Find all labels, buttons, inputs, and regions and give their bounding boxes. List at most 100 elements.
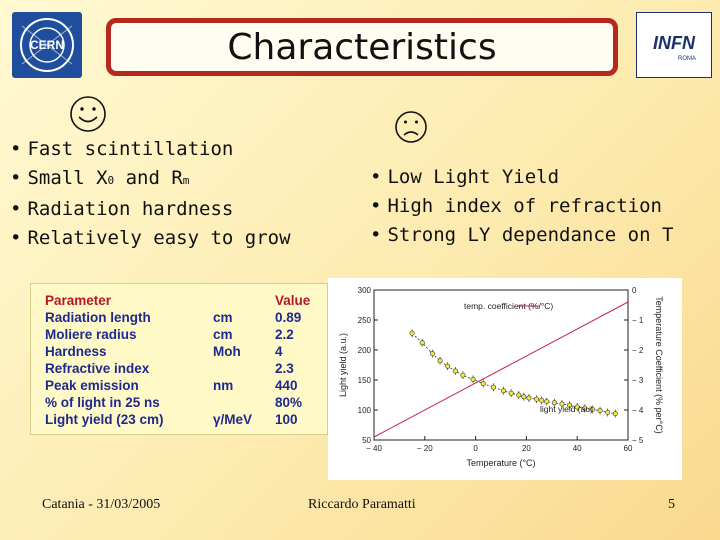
plot-frame <box>373 289 629 441</box>
pros-item: • Radiation hardness <box>10 198 234 220</box>
table-header <box>213 292 275 309</box>
x-tick-label: 0 <box>473 444 478 453</box>
y-axis-label-left: Light yield (a.u.) <box>338 333 348 397</box>
slide-title: Characteristics <box>227 26 497 68</box>
parameter-table-panel: Parameter Value Radiation length cm 0.89 M… <box>30 283 328 435</box>
light-yield-point <box>490 384 496 390</box>
light-yield-point <box>419 340 425 346</box>
light-yield-point <box>589 406 595 412</box>
light-yield-point <box>544 399 550 405</box>
y-right-tick-label: 0 <box>632 286 637 295</box>
light-yield-point <box>437 358 443 364</box>
footer-date: Catania - 31/03/2005 <box>42 497 161 512</box>
table-cell: nm <box>213 378 234 393</box>
light-yield-point <box>612 411 618 417</box>
cern-logo-text: CERN <box>30 38 64 52</box>
y-axis-label-right: Temperature Coefficient (% per°C) <box>654 296 664 434</box>
table-cell: 4 <box>275 344 283 359</box>
annotation-temp-coefficient: temp. coefficient (%/°C) <box>464 301 553 311</box>
y-right-tick-label: − 2 <box>632 346 644 355</box>
table-cell: 100 <box>275 412 298 427</box>
y-right-tick-label: − 4 <box>632 406 644 415</box>
table-row: Peak emission nm 440 <box>45 377 310 394</box>
table-row: % of light in 25 ns 80% <box>45 394 310 411</box>
table-row: Moliere radius cm 2.2 <box>45 326 310 343</box>
table-cell: 2.2 <box>275 327 294 342</box>
light-yield-point <box>567 402 573 408</box>
y-left-tick-label: 100 <box>358 406 372 415</box>
pros-item: • Relatively easy to grow <box>10 227 291 249</box>
y-left-tick-label: 50 <box>362 436 371 445</box>
light-yield-point <box>605 409 611 415</box>
light-yield-point <box>534 396 540 402</box>
light-yield-point <box>559 401 565 407</box>
table-row: Refractive index 2.3 <box>45 360 310 377</box>
y-right-tick-label: − 1 <box>632 316 644 325</box>
footer-page-number: 5 <box>668 497 675 512</box>
footer-author: Riccardo Paramatti <box>308 497 416 512</box>
cons-item: • High index of refraction <box>370 195 662 217</box>
light-yield-point <box>480 381 486 387</box>
table-row: Light yield (23 cm) γ/MeV 100 <box>45 411 310 428</box>
smiley-face-icon <box>68 94 108 138</box>
light-yield-point <box>445 363 451 369</box>
light-yield-point <box>551 400 557 406</box>
table-cell: Light yield (23 cm) <box>45 412 164 427</box>
infn-logo-text: INFN <box>653 33 696 53</box>
light-yield-point <box>460 372 466 378</box>
table-cell: 2.3 <box>275 361 294 376</box>
cern-logo: CERN <box>12 12 82 78</box>
table-header: Parameter <box>45 293 112 308</box>
frowning-face-icon <box>393 109 429 149</box>
table-cell: 0.89 <box>275 310 302 325</box>
y-right-tick-label: − 5 <box>632 436 644 445</box>
y-right-tick-label: − 3 <box>632 376 644 385</box>
y-left-tick-label: 200 <box>358 346 372 355</box>
table-cell: Radiation length <box>45 310 151 325</box>
infn-logo-subtext: ROMA <box>678 56 696 62</box>
table-cell: Moh <box>213 344 241 359</box>
x-tick-label: − 40 <box>366 444 382 453</box>
light-yield-point <box>539 397 545 403</box>
table-header-row: Parameter Value <box>45 292 310 309</box>
table-row: Hardness Moh 4 <box>45 343 310 360</box>
title-box: Characteristics <box>106 18 618 76</box>
light-yield-chart: − 40 − 20 0 20 40 60 300 250 200 150 100 50 0 − 1 − 2 −… <box>328 278 682 480</box>
table-cell: Refractive index <box>45 361 150 376</box>
y-left-tick-label: 150 <box>358 376 372 385</box>
cons-item: • Low Light Yield <box>370 166 560 188</box>
x-tick-label: − 20 <box>417 444 433 453</box>
annotation-light-yield: light yield (au) <box>540 404 593 414</box>
light-yield-curve <box>411 332 616 414</box>
light-yield-point <box>452 368 458 374</box>
table-cell: Moliere radius <box>45 327 137 342</box>
table-cell: Peak emission <box>45 378 139 393</box>
light-yield-point <box>582 405 588 411</box>
table-cell: % of light in 25 ns <box>45 395 160 410</box>
chart-svg: − 40 − 20 0 20 40 60 300 250 200 150 100 50 0 − 1 − 2 −… <box>338 286 664 468</box>
table-cell: 440 <box>275 378 298 393</box>
pros-item: • Small X0 and Rm <box>10 167 190 189</box>
y-left-tick-label: 300 <box>358 286 372 295</box>
temp-coefficient-line <box>373 301 629 438</box>
table-cell: cm <box>213 310 233 325</box>
light-yield-point <box>526 395 532 401</box>
light-yield-point <box>597 408 603 414</box>
light-yield-point <box>470 376 476 382</box>
infn-logo: INFN ROMA <box>636 12 712 78</box>
light-yield-point <box>516 392 522 398</box>
x-tick-label: 60 <box>624 444 633 453</box>
light-yield-point <box>508 390 514 396</box>
y-left-tick-label: 250 <box>358 316 372 325</box>
table-header: Value <box>275 293 311 308</box>
table-cell: γ/MeV <box>213 412 253 427</box>
table-cell: cm <box>213 327 233 342</box>
x-tick-label: 20 <box>522 444 531 453</box>
table-cell: Hardness <box>45 344 107 359</box>
table-cell: 80% <box>275 395 303 410</box>
light-yield-point <box>521 394 527 400</box>
table-cell <box>213 394 275 411</box>
x-axis-label: Temperature (°C) <box>466 458 535 468</box>
light-yield-point <box>429 351 435 357</box>
cons-list: • Low Light Yield • High index of refracti… <box>370 163 673 250</box>
